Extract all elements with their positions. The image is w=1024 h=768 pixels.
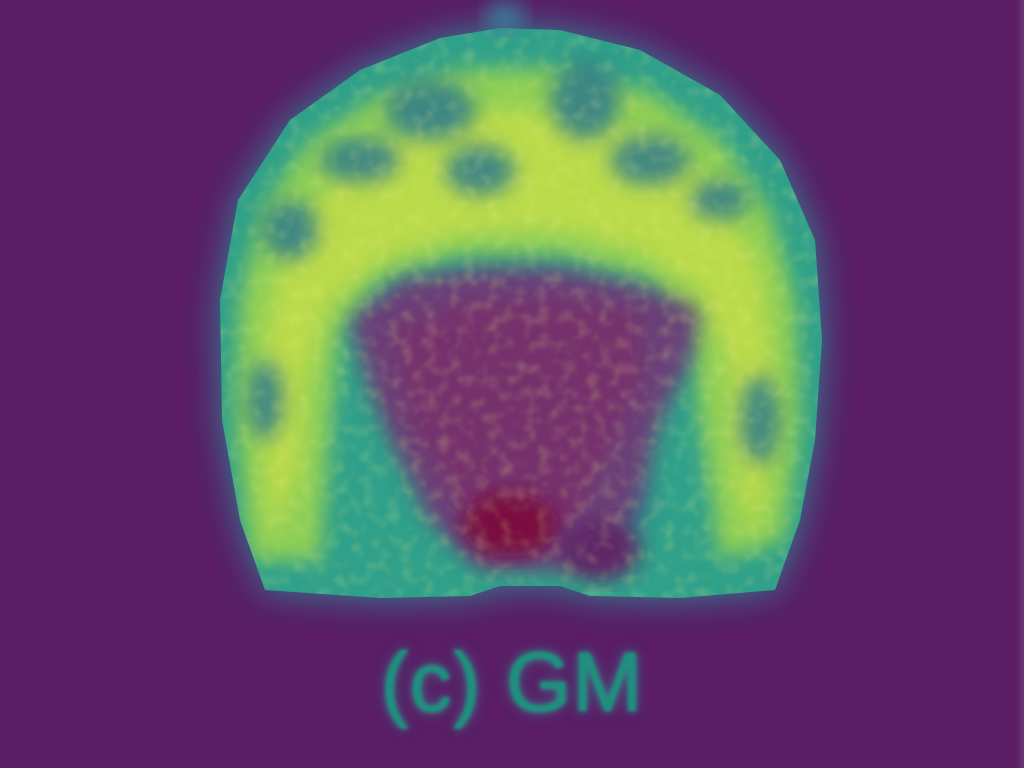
top-cleft <box>485 4 525 32</box>
panel-caption: (c) GM <box>380 635 644 729</box>
right-edge-border <box>1016 0 1024 768</box>
